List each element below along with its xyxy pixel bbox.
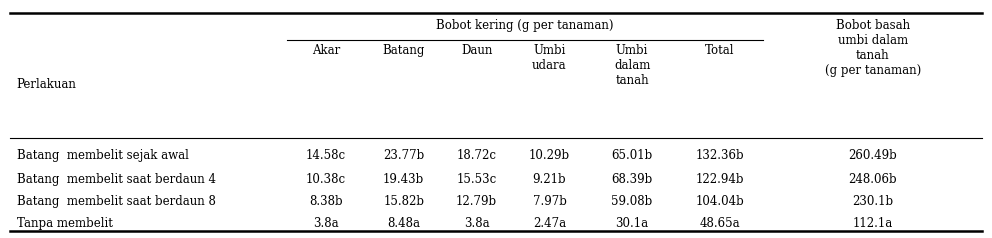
Text: Perlakuan: Perlakuan <box>17 78 76 90</box>
Text: 48.65a: 48.65a <box>699 218 740 230</box>
Text: Batang  membelit sejak awal: Batang membelit sejak awal <box>17 149 188 162</box>
Text: 59.08b: 59.08b <box>611 195 653 208</box>
Text: Batang  membelit saat berdaun 8: Batang membelit saat berdaun 8 <box>17 195 215 208</box>
Text: 112.1a: 112.1a <box>852 218 893 230</box>
Text: Umbi
dalam
tanah: Umbi dalam tanah <box>614 44 651 87</box>
Text: 14.58c: 14.58c <box>306 149 346 162</box>
Text: 3.8a: 3.8a <box>313 218 338 230</box>
Text: 65.01b: 65.01b <box>611 149 653 162</box>
Text: Total: Total <box>705 44 734 57</box>
Text: 3.8a: 3.8a <box>463 218 489 230</box>
Text: 8.38b: 8.38b <box>310 195 342 208</box>
Text: 12.79b: 12.79b <box>456 195 497 208</box>
Text: Bobot basah
umbi dalam
tanah
(g per tanaman): Bobot basah umbi dalam tanah (g per tana… <box>824 19 921 77</box>
Text: 19.43b: 19.43b <box>383 173 425 186</box>
Text: 132.36b: 132.36b <box>695 149 744 162</box>
Text: 9.21b: 9.21b <box>533 173 566 186</box>
Text: 248.06b: 248.06b <box>848 173 897 186</box>
Text: 104.04b: 104.04b <box>695 195 744 208</box>
Text: Bobot kering (g per tanaman): Bobot kering (g per tanaman) <box>436 19 614 32</box>
Text: 7.97b: 7.97b <box>533 195 566 208</box>
Text: 8.48a: 8.48a <box>387 218 421 230</box>
Text: 10.29b: 10.29b <box>529 149 570 162</box>
Text: 18.72c: 18.72c <box>456 149 497 162</box>
Text: Umbi
udara: Umbi udara <box>532 44 566 72</box>
Text: Tanpa membelit: Tanpa membelit <box>17 218 113 230</box>
Text: 2.47a: 2.47a <box>533 218 566 230</box>
Text: 68.39b: 68.39b <box>611 173 653 186</box>
Text: Batang: Batang <box>383 44 425 57</box>
Text: Daun: Daun <box>461 44 492 57</box>
Text: 30.1a: 30.1a <box>616 218 649 230</box>
Text: Batang  membelit saat berdaun 4: Batang membelit saat berdaun 4 <box>17 173 215 186</box>
Text: 10.38c: 10.38c <box>306 173 346 186</box>
Text: 260.49b: 260.49b <box>848 149 897 162</box>
Text: 230.1b: 230.1b <box>852 195 893 208</box>
Text: 122.94b: 122.94b <box>695 173 744 186</box>
Text: 23.77b: 23.77b <box>383 149 425 162</box>
Text: Akar: Akar <box>311 44 340 57</box>
Text: 15.82b: 15.82b <box>383 195 425 208</box>
Text: 15.53c: 15.53c <box>456 173 497 186</box>
